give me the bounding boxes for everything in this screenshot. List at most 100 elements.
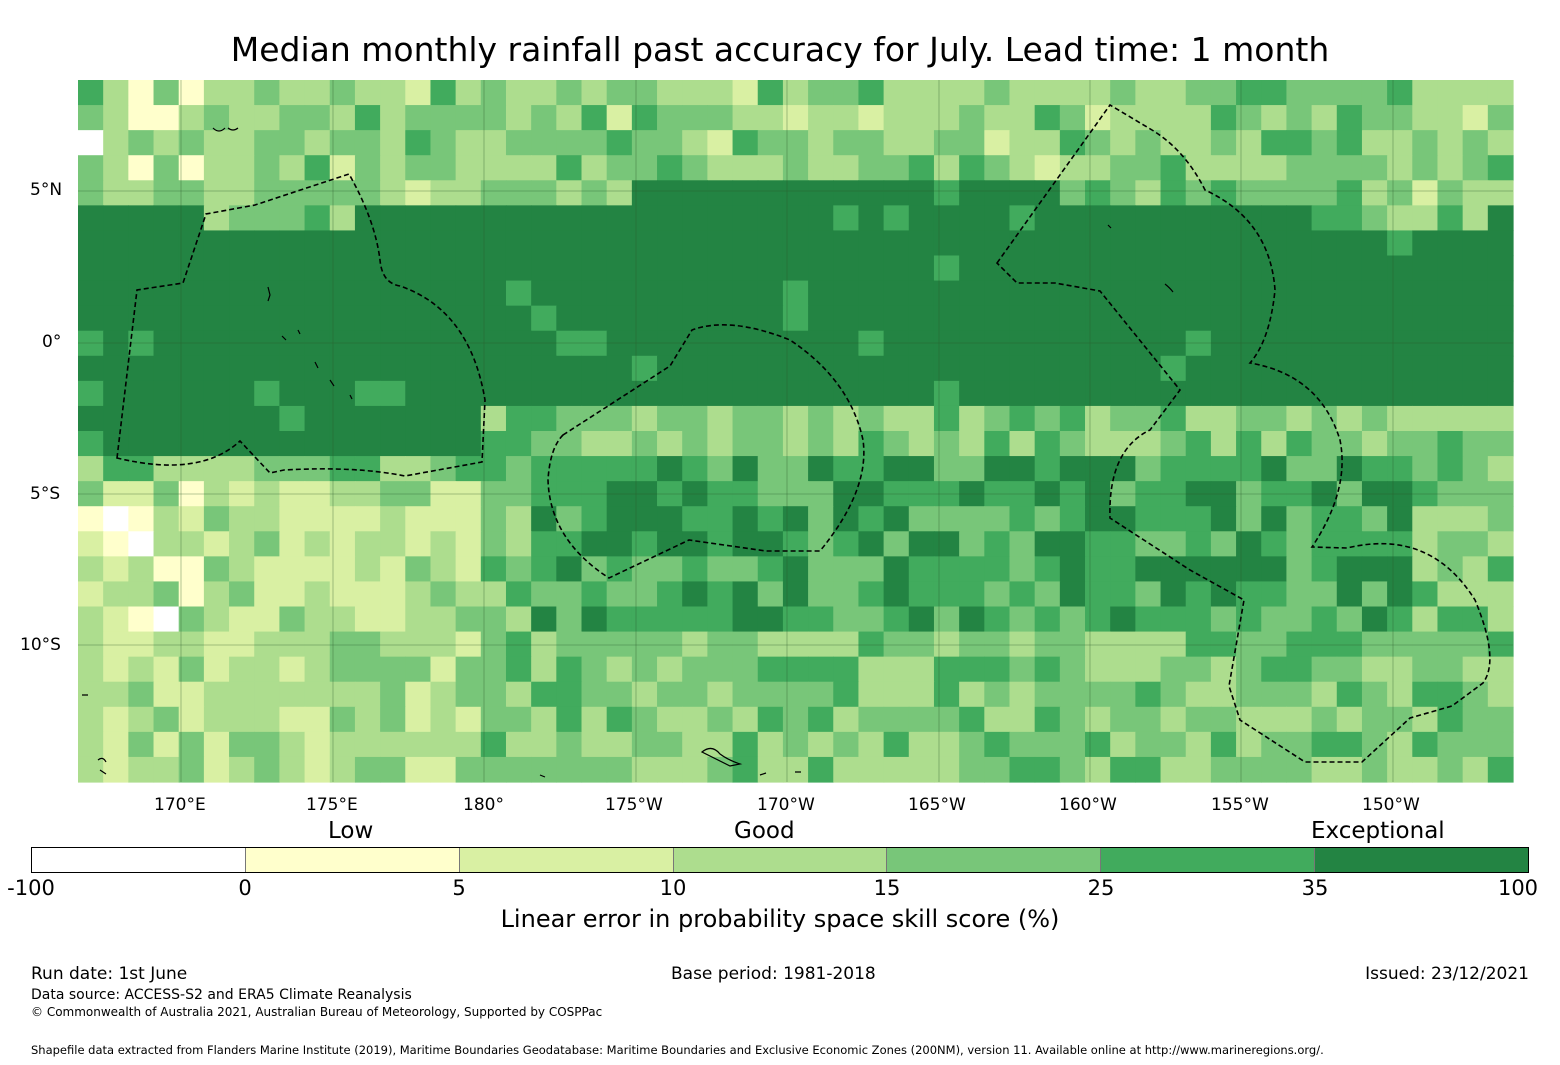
skill-cell (1236, 405, 1262, 432)
skill-cell (531, 155, 557, 181)
skill-cell (1387, 130, 1413, 156)
skill-cell (480, 531, 507, 557)
skill-cell (883, 280, 910, 307)
skill-cell (1009, 606, 1036, 633)
skill-cell (959, 731, 985, 758)
skill-cell (657, 681, 683, 708)
skill-cell (304, 105, 331, 131)
skill-cell (430, 330, 457, 357)
skill-cell (808, 130, 834, 156)
skill-cell (556, 180, 583, 206)
skill-cell (1361, 330, 1388, 357)
skill-cell (1009, 355, 1036, 382)
chart-title: Median monthly rainfall past accuracy fo… (230, 30, 1330, 69)
skill-cell (1437, 105, 1464, 131)
skill-cell (1261, 130, 1288, 156)
skill-cell (203, 130, 230, 156)
skill-cell (858, 405, 885, 432)
skill-cell (732, 531, 759, 557)
skill-cell (203, 105, 230, 131)
skill-cell (732, 706, 759, 733)
skill-cell (1236, 656, 1262, 683)
skill-cell (883, 506, 910, 532)
skill-cell (229, 105, 255, 131)
skill-cell (1261, 431, 1288, 457)
skill-cell (808, 230, 834, 257)
skill-cell (1110, 656, 1136, 683)
skill-cell (1236, 130, 1262, 156)
skill-cell (1261, 155, 1288, 181)
skill-cell (1336, 180, 1363, 206)
skill-cell (581, 280, 608, 307)
skill-cell (933, 706, 960, 733)
skill-cell (380, 431, 406, 457)
skill-cell (606, 105, 633, 131)
skill-cell (606, 255, 633, 282)
skill-cell (78, 656, 104, 683)
skill-cell (304, 756, 331, 783)
skill-cell (858, 756, 885, 783)
skill-cell (984, 380, 1011, 407)
skill-cell (1437, 506, 1464, 532)
colorbar-segment (459, 848, 674, 872)
skill-cell (279, 531, 306, 557)
skill-cell (1311, 80, 1338, 106)
skill-cell (430, 205, 457, 232)
skill-cell (1462, 80, 1489, 106)
skill-cell (682, 355, 708, 382)
skill-cell (430, 380, 457, 407)
skill-cell (531, 205, 557, 232)
skill-cell (556, 205, 583, 232)
skill-cell (430, 130, 457, 156)
skill-cell (1487, 681, 1514, 708)
skill-cell (1059, 481, 1086, 507)
skill-cell (959, 305, 985, 332)
skill-cell (380, 556, 406, 583)
skill-cell (1286, 556, 1313, 583)
skill-cell (380, 155, 406, 181)
skill-cell (1236, 756, 1262, 783)
skill-cell (103, 731, 129, 758)
skill-cell (178, 205, 205, 232)
skill-cell (1412, 405, 1439, 432)
skill-cell (455, 731, 482, 758)
skill-cell (606, 230, 633, 257)
skill-cell (1210, 506, 1237, 532)
skill-cell (1210, 556, 1237, 583)
skill-cell (480, 80, 507, 106)
skill-cell (1009, 556, 1036, 583)
skill-cell (1009, 756, 1036, 783)
skill-cell (984, 706, 1011, 733)
skill-cell (1311, 280, 1338, 307)
skill-cell (1034, 531, 1061, 557)
skill-cell (1311, 431, 1338, 457)
skill-cell (631, 481, 658, 507)
skill-cell (782, 105, 809, 131)
skill-cell (682, 405, 708, 432)
skill-cell (1361, 280, 1388, 307)
skill-cell (556, 556, 583, 583)
skill-cell (908, 305, 935, 332)
skill-cell (682, 431, 708, 457)
skill-cell (959, 531, 985, 557)
skill-cell (1059, 756, 1086, 783)
skill-cell (682, 656, 708, 683)
skill-cell (1034, 80, 1061, 106)
skill-cell (430, 531, 457, 557)
skill-cell (631, 706, 658, 733)
skill-cell (1185, 506, 1212, 532)
skill-cell (1462, 431, 1489, 457)
skill-cell (833, 355, 860, 382)
skill-cell (1236, 205, 1262, 232)
skill-cell (732, 330, 759, 357)
skill-cell (279, 305, 306, 332)
skill-cell (1361, 656, 1388, 683)
skill-cell (984, 330, 1011, 357)
skill-cell (657, 405, 683, 432)
skill-cell (1261, 305, 1288, 332)
skill-cell (1034, 506, 1061, 532)
skill-cell (1085, 456, 1111, 482)
skill-cell (657, 380, 683, 407)
skill-cell (78, 731, 104, 758)
skill-cell (103, 205, 129, 232)
